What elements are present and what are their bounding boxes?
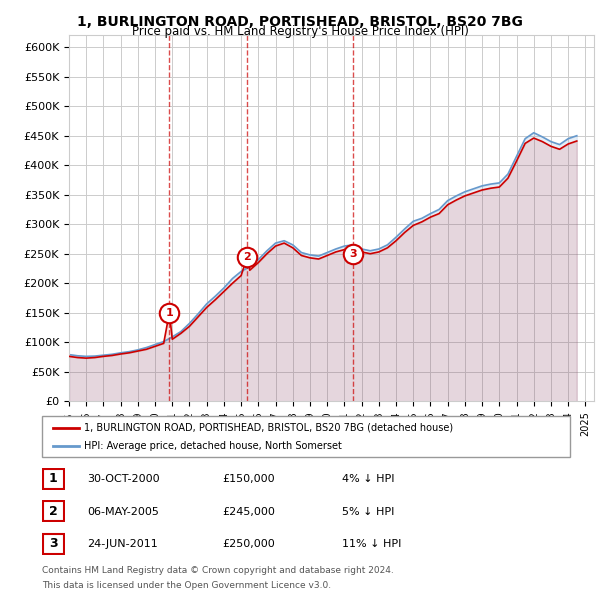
FancyBboxPatch shape: [43, 501, 64, 522]
Text: Contains HM Land Registry data © Crown copyright and database right 2024.: Contains HM Land Registry data © Crown c…: [42, 566, 394, 575]
Text: 1: 1: [49, 472, 58, 486]
Text: 24-JUN-2011: 24-JUN-2011: [87, 539, 158, 549]
FancyBboxPatch shape: [42, 416, 570, 457]
Text: 2: 2: [243, 252, 251, 261]
Text: 1, BURLINGTON ROAD, PORTISHEAD, BRISTOL, BS20 7BG: 1, BURLINGTON ROAD, PORTISHEAD, BRISTOL,…: [77, 15, 523, 29]
Text: 1, BURLINGTON ROAD, PORTISHEAD, BRISTOL, BS20 7BG (detached house): 1, BURLINGTON ROAD, PORTISHEAD, BRISTOL,…: [84, 422, 454, 432]
Text: 06-MAY-2005: 06-MAY-2005: [87, 507, 159, 517]
Text: 3: 3: [49, 537, 58, 550]
Text: 30-OCT-2000: 30-OCT-2000: [87, 474, 160, 484]
Text: 11% ↓ HPI: 11% ↓ HPI: [342, 539, 401, 549]
FancyBboxPatch shape: [43, 533, 64, 554]
FancyBboxPatch shape: [43, 468, 64, 489]
Text: £250,000: £250,000: [222, 539, 275, 549]
Text: £245,000: £245,000: [222, 507, 275, 517]
Text: HPI: Average price, detached house, North Somerset: HPI: Average price, detached house, Nort…: [84, 441, 342, 451]
Text: £150,000: £150,000: [222, 474, 275, 484]
Text: 5% ↓ HPI: 5% ↓ HPI: [342, 507, 394, 517]
Text: 3: 3: [349, 249, 356, 258]
Text: Price paid vs. HM Land Registry's House Price Index (HPI): Price paid vs. HM Land Registry's House …: [131, 25, 469, 38]
Text: 2: 2: [49, 504, 58, 518]
Text: 4% ↓ HPI: 4% ↓ HPI: [342, 474, 395, 484]
Text: This data is licensed under the Open Government Licence v3.0.: This data is licensed under the Open Gov…: [42, 581, 331, 590]
Text: 1: 1: [166, 308, 173, 317]
